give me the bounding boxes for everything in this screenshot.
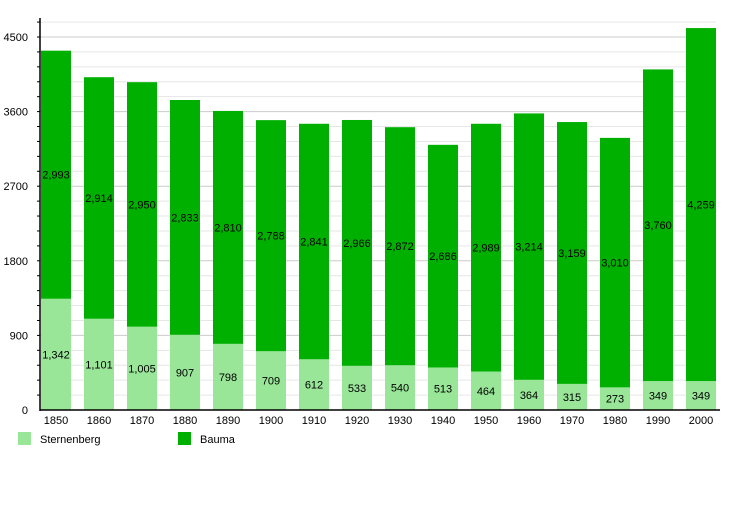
bar-bauma-1910	[299, 123, 329, 360]
bar-bauma-1860	[84, 77, 114, 319]
x-tick-label: 1910	[302, 415, 326, 427]
data-label: 2,914	[85, 193, 113, 205]
x-tick-label: 1890	[216, 415, 240, 427]
data-label: 1,101	[85, 359, 113, 371]
bar-bauma-1880	[170, 99, 200, 335]
bar-sternenberg-2000	[686, 381, 716, 410]
bar-bauma-1950	[471, 123, 501, 372]
bar-bauma-1940	[428, 144, 458, 368]
bar-sternenberg-1920	[342, 365, 372, 410]
bar-sternenberg-1900	[256, 351, 286, 410]
data-label: 2,993	[42, 170, 70, 182]
y-tick-label: 3600	[4, 107, 28, 119]
bar-bauma-1850	[41, 50, 71, 299]
data-label: 2,872	[386, 241, 414, 253]
x-tick-label: 1980	[603, 415, 627, 427]
data-label: 513	[434, 384, 452, 396]
bar-bauma-1930	[385, 127, 415, 366]
bar-bauma-1870	[127, 82, 157, 327]
data-label: 3,214	[515, 242, 543, 254]
bar-sternenberg-1980	[600, 387, 630, 410]
legend-swatch-sternenberg	[18, 432, 31, 445]
bar-sternenberg-1850	[41, 298, 71, 410]
data-label: 349	[649, 391, 667, 403]
data-label: 364	[520, 390, 538, 402]
data-label: 4,259	[687, 200, 715, 212]
data-label: 2,989	[472, 243, 500, 255]
bar-bauma-1980	[600, 137, 630, 388]
data-label: 2,841	[300, 237, 328, 249]
bar-sternenberg-1930	[385, 365, 415, 410]
data-label: 3,010	[601, 258, 629, 270]
y-tick-label: 4500	[4, 32, 28, 44]
data-label: 464	[477, 386, 495, 398]
data-label: 3,159	[558, 248, 586, 260]
bar-bauma-1990	[643, 69, 673, 382]
y-tick-label: 900	[10, 330, 28, 342]
data-label: 2,966	[343, 238, 371, 250]
legend-label: Bauma	[200, 434, 236, 446]
bar-sternenberg-1950	[471, 371, 501, 410]
bar-sternenberg-1890	[213, 343, 243, 410]
bar-sternenberg-1910	[299, 359, 329, 410]
x-tick-label: 1960	[517, 415, 541, 427]
x-tick-label: 1850	[44, 415, 68, 427]
bar-sternenberg-1870	[127, 326, 157, 410]
bar-sternenberg-1940	[428, 367, 458, 410]
bar-bauma-1900	[256, 120, 286, 352]
data-label: 2,950	[128, 199, 156, 211]
y-tick-label: 0	[22, 405, 28, 417]
x-tick-label: 1930	[388, 415, 412, 427]
data-label: 273	[606, 394, 624, 406]
x-tick-label: 1940	[431, 415, 455, 427]
data-label: 612	[305, 380, 323, 392]
data-label: 315	[563, 392, 581, 404]
x-tick-label: 1900	[259, 415, 283, 427]
data-label: 709	[262, 376, 280, 388]
bar-sternenberg-1860	[84, 318, 114, 410]
data-label: 1,005	[128, 363, 156, 375]
data-label: 2,788	[257, 231, 285, 243]
bar-bauma-1960	[514, 113, 544, 380]
y-tick-label: 1800	[4, 256, 28, 268]
bar-bauma-1970	[557, 122, 587, 384]
data-label: 798	[219, 372, 237, 384]
bar-sternenberg-1880	[170, 334, 200, 410]
x-tick-label: 1990	[646, 415, 670, 427]
data-label: 907	[176, 367, 194, 379]
data-label: 533	[348, 383, 366, 395]
data-label: 2,833	[171, 212, 199, 224]
data-label: 3,760	[644, 220, 672, 232]
x-tick-label: 1860	[87, 415, 111, 427]
x-tick-label: 1950	[474, 415, 498, 427]
x-tick-label: 2000	[689, 415, 713, 427]
bar-bauma-1920	[342, 119, 372, 366]
data-label: 540	[391, 383, 409, 395]
bar-sternenberg-1990	[643, 381, 673, 410]
data-label: 1,342	[42, 349, 70, 361]
x-tick-label: 1970	[560, 415, 584, 427]
data-label: 349	[692, 391, 710, 403]
x-tick-label: 1870	[130, 415, 154, 427]
bar-bauma-2000	[686, 28, 716, 382]
bar-sternenberg-1970	[557, 383, 587, 410]
x-tick-label: 1880	[173, 415, 197, 427]
legend-swatch-bauma	[178, 432, 191, 445]
legend-label: Sternenberg	[40, 434, 101, 446]
data-label: 2,810	[214, 222, 242, 234]
y-tick-label: 2700	[4, 181, 28, 193]
bar-sternenberg-1960	[514, 379, 544, 410]
x-tick-label: 1920	[345, 415, 369, 427]
data-label: 2,686	[429, 251, 457, 263]
bar-bauma-1890	[213, 110, 243, 344]
